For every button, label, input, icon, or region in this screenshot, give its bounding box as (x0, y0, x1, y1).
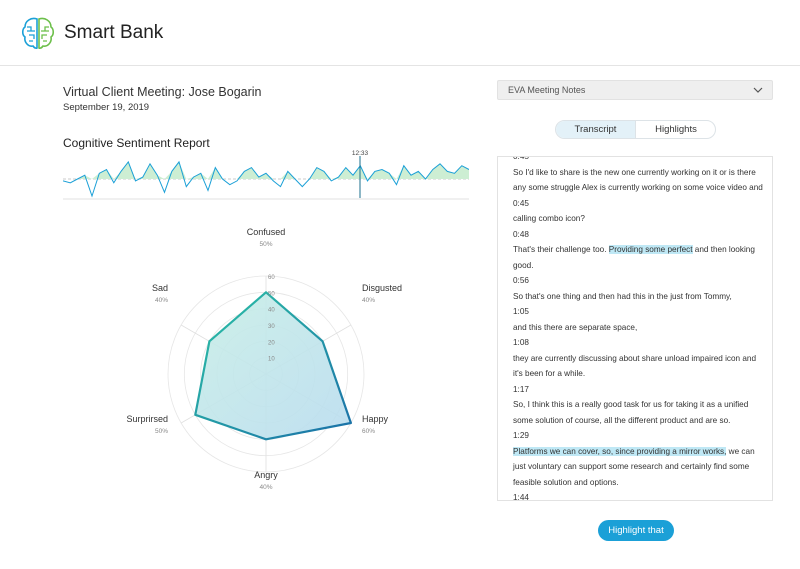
radar-label-disgusted: Disgusted (362, 283, 402, 293)
radar-label-happy: Happy (362, 414, 389, 424)
transcript-text[interactable]: and this there are separate space, (513, 322, 638, 332)
radar-pct-confused: 50% (259, 241, 272, 248)
radar-tick-label: 40 (268, 308, 275, 314)
transcript-list: 0:45 So I'd like to share is the new one … (513, 156, 763, 501)
radar-pct-angry: 40% (259, 484, 272, 491)
radar-label-sad: Sad (152, 283, 168, 293)
brand-name: Smart Bank (64, 22, 164, 43)
transcript-text[interactable]: So I'd like to share is the new one curr… (513, 167, 763, 193)
radar-sentiment-shape (194, 291, 352, 441)
highlighted-phrase[interactable]: Providing some perfect (608, 245, 693, 254)
meeting-title: Virtual Client Meeting: Jose Bogarin (63, 85, 262, 99)
transcript-text[interactable]: That's their challenge too. Providing so… (513, 245, 755, 270)
transcript-text[interactable]: So that's one thing and then had this in… (513, 291, 732, 301)
meeting-date: September 19, 2019 (63, 102, 150, 113)
transcript-timestamp: 0:45 (513, 198, 529, 208)
radar-pct-happy: 60% (362, 428, 375, 435)
tab-highlights[interactable]: Highlights (655, 124, 697, 135)
transcript-timestamp: 0:48 (513, 229, 529, 239)
notes-dropdown-label: EVA Meeting Notes (508, 85, 586, 95)
radar-tick-label: 50 (268, 291, 275, 297)
transcript-text[interactable]: So, I think this is a really good task f… (513, 400, 749, 425)
transcript-timestamp: 1:17 (513, 384, 529, 394)
top-bar: Smart Bank (0, 0, 800, 66)
radar-label-angry: Angry (254, 470, 278, 480)
transcript-timestamp: 0:45 (513, 156, 529, 161)
transcript-timestamp: 1:05 (513, 307, 529, 316)
radar-tick-label: 20 (268, 340, 275, 346)
notes-tabs: Transcript Highlights (555, 120, 716, 139)
radar-tick-label: 60 (268, 275, 275, 281)
timeline-marker-label: 12:33 (352, 150, 369, 157)
brain-icon (21, 17, 55, 49)
chevron-down-icon (753, 87, 763, 93)
sentiment-timeline[interactable]: 12:33 (63, 148, 469, 200)
transcript-timestamp: 1:08 (513, 338, 529, 347)
radar-tick-label: 10 (268, 357, 275, 363)
highlight-that-button[interactable]: Highlight that (598, 520, 674, 541)
transcript-text[interactable]: calling combo icon? (513, 214, 585, 223)
transcript-timestamp: 1:44 (513, 493, 529, 501)
notes-dropdown[interactable]: EVA Meeting Notes (497, 80, 773, 100)
radar-tick-label: 30 (268, 324, 275, 330)
sentiment-radar-chart: 60 50 40 30 20 10 Confused 50% Disgusted 40% Happy… (110, 222, 430, 497)
transcript-text[interactable]: Platforms we can cover, so, since provid… (513, 446, 755, 487)
highlighted-phrase[interactable]: Platforms we can cover, so, since provid… (513, 446, 727, 456)
radar-label-confused: Confused (247, 227, 286, 237)
tab-transcript[interactable]: Transcript (556, 121, 636, 138)
transcript-text[interactable]: they are currently discussing about shar… (513, 353, 757, 379)
report-title: Cognitive Sentiment Report (63, 136, 210, 150)
transcript-timestamp: 0:56 (513, 276, 529, 285)
transcript-panel[interactable]: 0:45 So I'd like to share is the new one … (497, 156, 773, 501)
radar-pct-surprirsed: 50% (155, 428, 168, 435)
radar-pct-disgusted: 40% (362, 297, 375, 304)
radar-pct-sad: 40% (155, 297, 168, 304)
radar-label-surprirsed: Surprirsed (126, 414, 168, 424)
timeline-line (63, 160, 469, 198)
radar-svg: 60 50 40 30 20 10 Confused 50% Disgusted 40% Happy… (126, 227, 402, 491)
timeline-positive-area (63, 161, 469, 179)
transcript-timestamp: 1:29 (513, 431, 529, 440)
